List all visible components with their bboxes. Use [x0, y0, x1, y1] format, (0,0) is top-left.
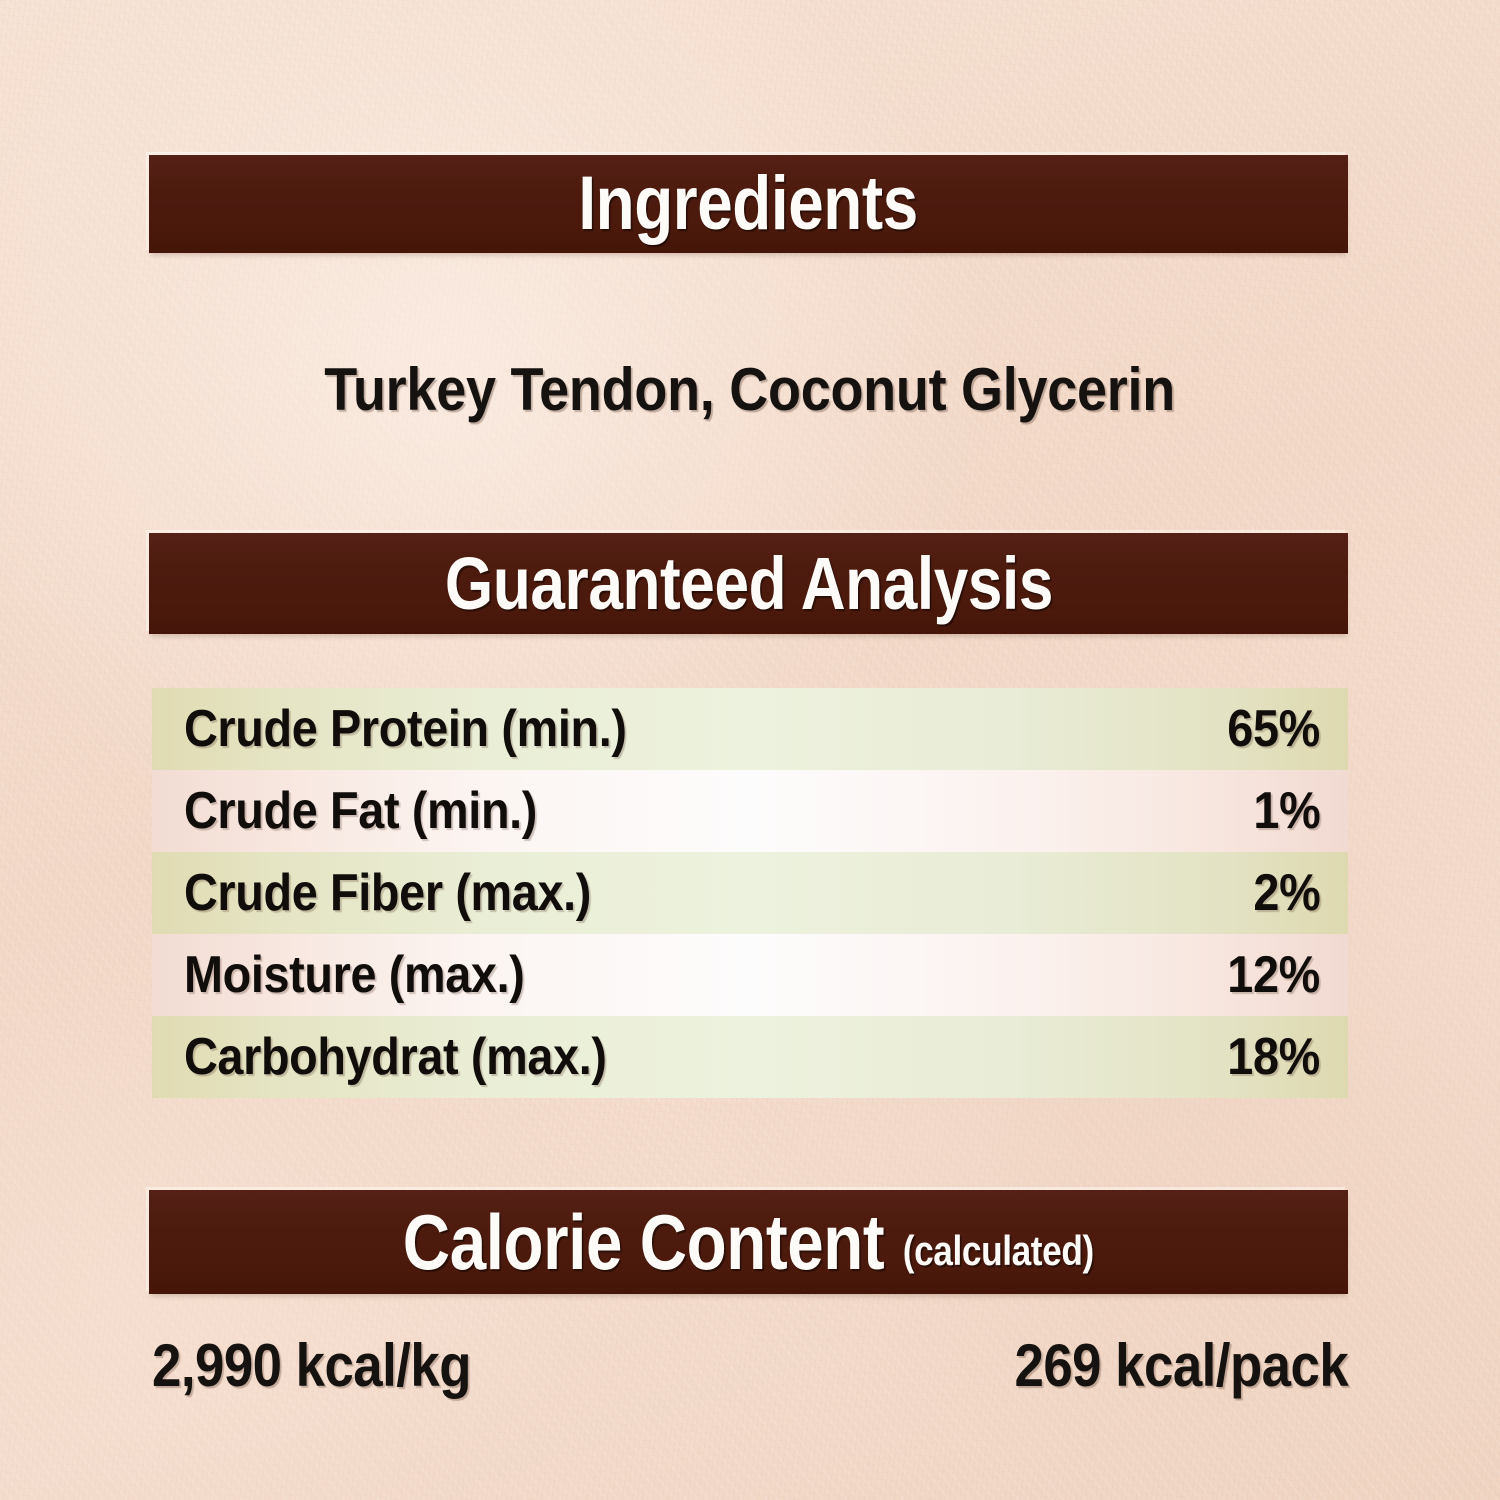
- table-row: Crude Protein (min.) 65%: [152, 688, 1348, 770]
- nutrient-label: Moisture (max.): [184, 946, 525, 1004]
- table-row: Crude Fiber (max.) 2%: [152, 852, 1348, 934]
- ingredients-header-bar: Ingredients: [149, 155, 1348, 253]
- calories-per-pack: 269 kcal/pack: [1014, 1332, 1348, 1399]
- calorie-values-row: 2,990 kcal/kg 269 kcal/pack: [152, 1332, 1349, 1399]
- ingredients-list: Turkey Tendon, Coconut Glycerin: [0, 355, 1500, 424]
- nutrient-label: Carbohydrat (max.): [184, 1028, 607, 1086]
- table-row: Carbohydrat (max.) 18%: [152, 1016, 1348, 1098]
- calorie-content-note: (calculated): [902, 1227, 1094, 1274]
- nutrient-value: 1%: [1253, 782, 1320, 840]
- ingredients-heading: Ingredients: [578, 161, 919, 246]
- guaranteed-analysis-heading: Guaranteed Analysis: [444, 541, 1053, 625]
- nutrient-value: 18%: [1227, 1028, 1320, 1086]
- nutrient-label: Crude Fiber (max.): [184, 864, 591, 922]
- table-row: Moisture (max.) 12%: [152, 934, 1348, 1016]
- nutrient-label: Crude Protein (min.): [184, 700, 627, 758]
- calorie-content-header-bar: Calorie Content (calculated): [149, 1190, 1348, 1294]
- nutrient-label: Crude Fat (min.): [184, 782, 538, 840]
- ingredients-list-text: Turkey Tendon, Coconut Glycerin: [324, 356, 1176, 423]
- nutrient-value: 65%: [1227, 700, 1320, 758]
- nutrient-value: 12%: [1227, 946, 1320, 1004]
- calories-per-kg: 2,990 kcal/kg: [152, 1332, 472, 1399]
- guaranteed-analysis-table: Crude Protein (min.) 65% Crude Fat (min.…: [152, 688, 1348, 1098]
- guaranteed-analysis-header-bar: Guaranteed Analysis: [149, 533, 1348, 634]
- nutrient-value: 2%: [1253, 864, 1320, 922]
- table-row: Crude Fat (min.) 1%: [152, 770, 1348, 852]
- calorie-content-heading: Calorie Content: [402, 1198, 885, 1286]
